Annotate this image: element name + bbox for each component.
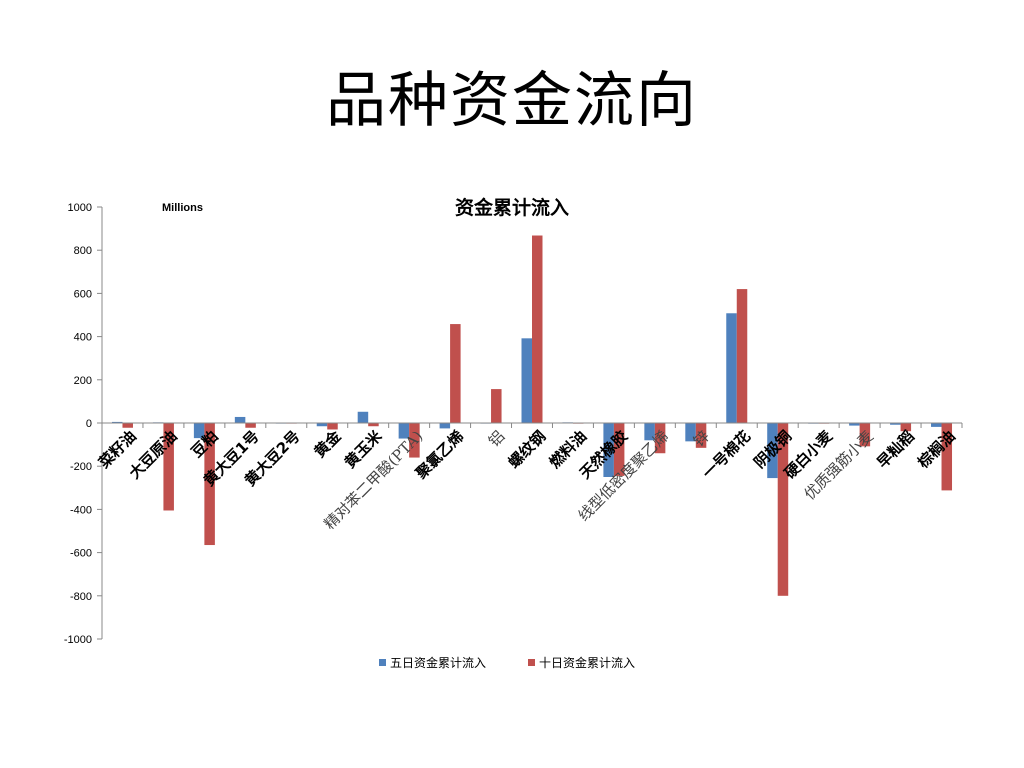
y-tick-label: 400 [74,332,92,344]
legend-swatch-2 [528,659,535,666]
category-label: 黄金 [311,426,346,461]
y-tick-label: 800 [74,245,92,257]
legend-swatch-1 [379,659,386,666]
bar-series-1 [193,423,205,439]
bar-series-1 [111,421,123,423]
bar-series-2 [204,423,215,546]
bars [101,235,963,596]
y-tick-label: 600 [74,288,92,300]
bar-series-1 [603,423,614,477]
unit-label: Millions [162,202,203,214]
category-label: 早籼稻 [873,427,918,472]
bar-series-1 [726,313,737,423]
y-tick-label: -600 [70,548,92,560]
bar-series-2 [777,423,789,596]
bar-series-2 [654,423,666,454]
y-tick-label: -400 [70,504,92,516]
bar-series-1 [357,411,369,423]
bar-series-2 [695,423,707,448]
bar-series-1 [644,423,655,441]
category-label: 豆粕 [188,427,222,461]
bar-series-2 [532,235,543,423]
category-label: 棕榈油 [914,427,959,472]
bar-series-2 [163,423,174,511]
bar-series-1 [931,423,942,427]
bar-series-1 [398,423,410,439]
y-tick-label: 0 [86,418,92,430]
bar-series-1 [767,423,778,479]
y-axis: 1000 800 600 400 200 0 -200 -400 -600 -800 -1000 [64,202,103,646]
category-label: 铝 [485,427,508,450]
bar-series-2 [368,423,379,427]
bar-series-2 [941,423,953,491]
bar-series-2 [450,324,461,423]
bar-series-2 [491,389,502,423]
bar-series-1 [521,338,532,423]
y-tick-label: 1000 [68,202,92,214]
page-title: 品种资金流向 [326,66,698,136]
bar-series-1 [890,423,901,425]
bar-series-2 [122,423,133,428]
y-tick-label: -1000 [64,634,92,646]
legend-label-2: 十日资金累计流入 [539,655,635,670]
bar-series-1 [316,423,328,427]
bar-series-2 [900,423,912,432]
bar-series-2 [245,423,256,428]
legend-label-1: 五日资金累计流入 [390,655,486,670]
y-tick-label: 200 [74,375,92,387]
bar-series-2 [409,423,420,458]
bar-series-2 [859,423,871,447]
y-tick-label: -200 [70,461,92,473]
y-tick-label: -800 [70,591,92,603]
bar-series-1 [234,416,246,423]
category-labels: 菜籽油大豆原油 豆粕黄大豆1号黄大豆2号 黄金黄玉米精对苯二甲酸(PTA)聚氯乙烯铝… [95,426,959,533]
bar-series-1 [439,423,451,429]
bar-series-1 [685,423,696,442]
bar-series-2 [736,289,748,423]
bar-series-1 [849,423,860,426]
bar-series-2 [327,423,338,430]
bar-series-2 [613,423,625,476]
category-label: 螺纹钢 [505,427,550,472]
chart-title: 资金累计流入 [455,196,569,219]
legend: 五日资金累计流入 十日资金累计流入 [379,655,635,670]
